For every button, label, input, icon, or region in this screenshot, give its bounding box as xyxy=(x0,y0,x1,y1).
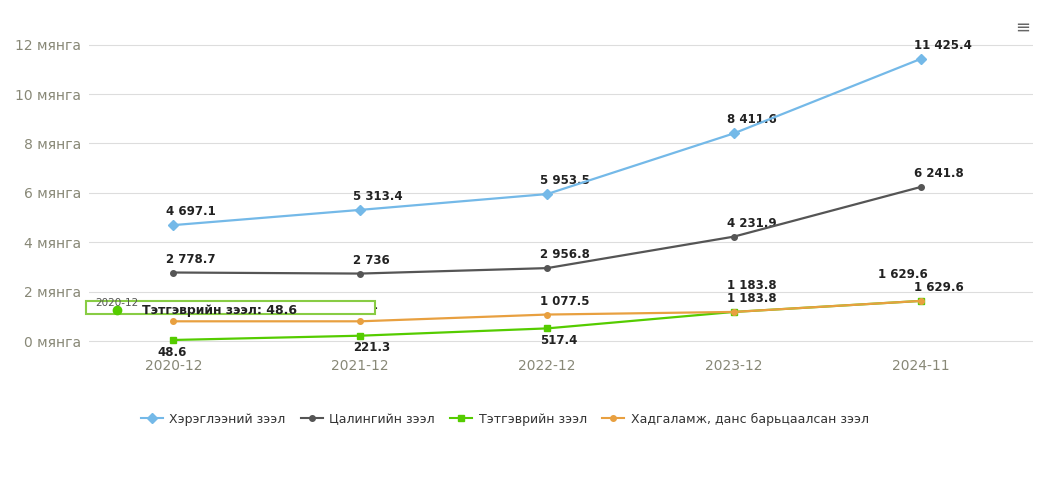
Text: 8 411.6: 8 411.6 xyxy=(727,113,777,127)
Text: 221.3: 221.3 xyxy=(353,341,391,354)
Text: 804: 804 xyxy=(353,301,378,314)
Legend: Хэрэглээний зээл, Цалингийн зээл, Тэтгэврийн зээл, Хадгаламж, данс барьцаалсан з: Хэрэглээний зээл, Цалингийн зээл, Тэтгэв… xyxy=(135,408,874,431)
Text: 2020-12: 2020-12 xyxy=(95,298,138,308)
Text: 1 183.8: 1 183.8 xyxy=(727,280,777,292)
Text: ≡: ≡ xyxy=(1016,18,1030,36)
Text: 6 241.8: 6 241.8 xyxy=(914,167,964,180)
Text: 2 736: 2 736 xyxy=(353,254,390,267)
Text: 1 183.8: 1 183.8 xyxy=(727,292,777,305)
Text: 4 697.1: 4 697.1 xyxy=(167,205,216,218)
Text: Тэтгэврийн зээл: 48.6: Тэтгэврийн зээл: 48.6 xyxy=(141,304,297,317)
Text: 1 629.6: 1 629.6 xyxy=(914,281,964,294)
Text: 40.0: 40.0 xyxy=(172,301,201,314)
Text: 11 425.4: 11 425.4 xyxy=(914,39,971,52)
Text: 1 077.5: 1 077.5 xyxy=(540,295,590,307)
Text: 2 956.8: 2 956.8 xyxy=(540,248,590,261)
Text: 5 953.5: 5 953.5 xyxy=(540,174,590,187)
Text: 5 313.4: 5 313.4 xyxy=(353,190,403,203)
Text: 517.4: 517.4 xyxy=(540,334,577,347)
Text: 1 629.6: 1 629.6 xyxy=(878,269,927,281)
Text: 2 778.7: 2 778.7 xyxy=(167,253,216,266)
FancyBboxPatch shape xyxy=(86,301,375,314)
Text: 4 231.9: 4 231.9 xyxy=(727,217,777,230)
Text: 48.6: 48.6 xyxy=(158,346,188,358)
